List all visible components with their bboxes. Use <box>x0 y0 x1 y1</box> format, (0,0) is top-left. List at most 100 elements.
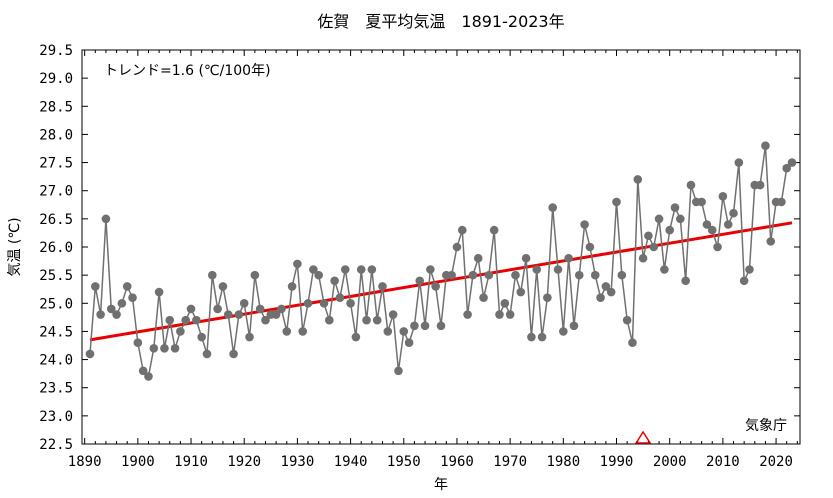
y-tick-label: 22.5 <box>39 437 73 453</box>
data-point <box>218 282 228 291</box>
data-point <box>181 315 191 325</box>
data-point <box>734 158 744 167</box>
data-point <box>782 163 791 173</box>
data-point <box>633 175 643 184</box>
data-point <box>410 321 419 331</box>
data-point <box>128 293 137 302</box>
data-point <box>723 220 733 229</box>
data-point <box>170 344 180 353</box>
data-point <box>271 310 281 319</box>
data-point <box>574 270 584 280</box>
data-point <box>537 332 547 342</box>
y-tick-label: 26.0 <box>39 240 73 256</box>
data-point <box>340 265 350 274</box>
y-axis: 22.5 23.0 23.5 24.0 24.5 25.0 25.5 26.0 26.5 27.0… <box>39 43 800 453</box>
marker-group <box>634 430 652 444</box>
data-point <box>638 253 648 263</box>
station-change-marker <box>634 430 652 444</box>
data-point <box>112 310 121 319</box>
x-tick-label: 1890 <box>68 454 102 470</box>
data-point <box>351 332 361 342</box>
trend-line <box>89 221 793 342</box>
data-point <box>431 282 440 291</box>
data-point <box>500 298 510 308</box>
data-point <box>718 192 728 201</box>
data-point <box>160 344 169 353</box>
data-point <box>255 304 265 314</box>
data-point <box>298 327 308 336</box>
data-point <box>596 293 605 302</box>
data-point <box>415 276 425 286</box>
data-point <box>314 270 323 280</box>
data-point <box>564 253 573 263</box>
data-point <box>697 197 706 207</box>
x-tick-label: 1980 <box>546 454 580 470</box>
data-point <box>665 225 674 235</box>
data-point <box>372 315 382 325</box>
data-point <box>479 293 488 302</box>
data-point <box>702 220 712 229</box>
data-point <box>606 287 616 297</box>
data-point <box>282 327 292 336</box>
data-point <box>617 270 627 280</box>
series-line <box>89 145 793 379</box>
data-point <box>729 208 738 218</box>
data-point <box>644 231 653 241</box>
data-point <box>138 366 148 376</box>
x-axis: 1890 1900 1910 1920 1930 1940 1950 1960 1970 1980… <box>68 50 798 470</box>
data-point <box>457 225 467 235</box>
data-point <box>590 270 600 280</box>
data-point <box>553 265 563 274</box>
data-point <box>601 282 611 291</box>
data-point <box>622 315 632 325</box>
data-point <box>739 276 749 286</box>
chart-title: 佐賀 夏平均気温 1891-2023年 <box>317 12 564 31</box>
data-point <box>250 270 260 280</box>
data-point <box>777 197 786 207</box>
data-point <box>580 220 589 229</box>
source-label: 気象庁 <box>745 418 787 434</box>
data-point <box>468 270 478 280</box>
data-point <box>192 315 201 325</box>
data-point <box>569 321 579 331</box>
data-point <box>346 298 355 308</box>
x-tick-label: 2000 <box>653 454 687 470</box>
data-point <box>202 349 212 359</box>
data-point <box>91 282 100 291</box>
data-point <box>383 327 393 336</box>
x-tick-label: 1920 <box>227 454 261 470</box>
x-tick-label: 1960 <box>440 454 474 470</box>
data-point <box>447 270 456 280</box>
data-point <box>96 310 105 319</box>
x-tick-label: 1930 <box>281 454 315 470</box>
data-point <box>362 315 371 325</box>
data-point <box>165 315 175 325</box>
data-point <box>420 321 430 331</box>
data-point <box>213 304 222 314</box>
data-point <box>548 203 557 212</box>
y-tick-label: 28.5 <box>39 99 73 115</box>
x-axis-label: 年 <box>434 477 448 493</box>
data-point <box>154 287 164 297</box>
x-tick-label: 1950 <box>387 454 421 470</box>
data-point <box>532 265 542 274</box>
data-point <box>505 310 515 319</box>
data-point <box>436 321 446 331</box>
data-point <box>197 332 206 342</box>
data-point <box>484 270 494 280</box>
data-point <box>133 338 143 347</box>
data-point <box>559 327 568 336</box>
data-point <box>511 270 520 280</box>
data-point <box>176 327 185 336</box>
x-tick-label: 2020 <box>759 454 793 470</box>
data-point <box>356 265 366 274</box>
data-point <box>293 259 302 269</box>
trend-annotation: トレンド=1.6 (℃/100年) <box>104 63 271 79</box>
data-point <box>234 310 244 319</box>
y-tick-label: 29.0 <box>39 71 73 87</box>
y-tick-label: 24.5 <box>39 324 73 340</box>
data-point <box>521 253 531 263</box>
data-point <box>186 304 196 314</box>
y-tick-label: 26.5 <box>39 212 73 228</box>
